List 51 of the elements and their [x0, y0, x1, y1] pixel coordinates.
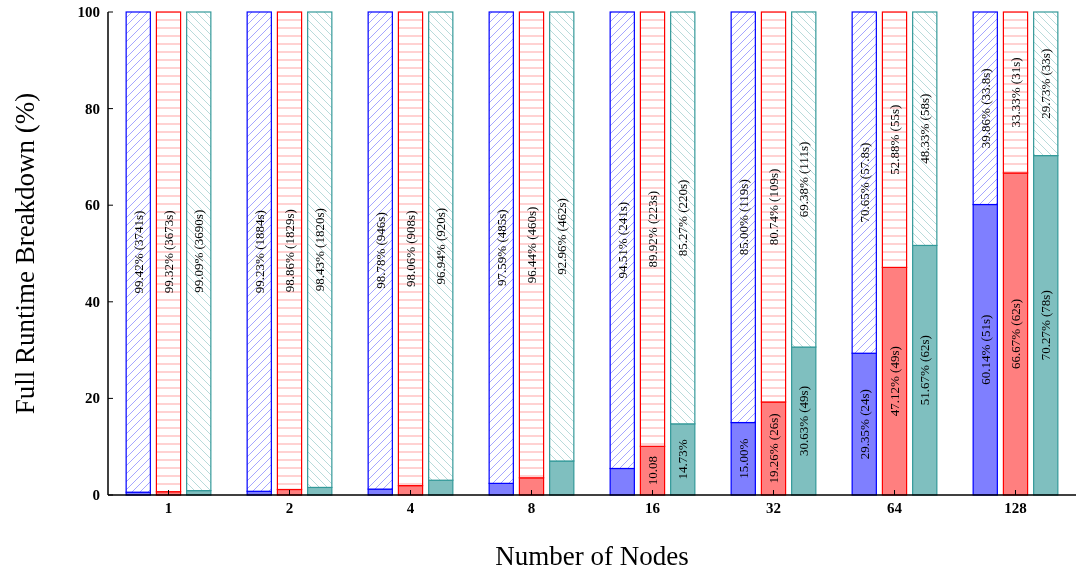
data-label: 94.51% (241s) [614, 201, 630, 279]
y-tick-label: 80 [85, 100, 100, 117]
data-label: 97.59% (485s) [493, 209, 509, 286]
x-tick-label: 64 [887, 500, 903, 516]
data-label: 99.09% (3690s) [191, 209, 207, 293]
data-label: 96.44% (460s) [524, 206, 539, 284]
y-tick-label: 0 [92, 487, 100, 503]
x-tick-label: 1 [164, 500, 173, 516]
data-label: 48.33% (58s) [917, 93, 933, 164]
x-tick-label: 8 [527, 500, 536, 516]
data-label: 69.38% (111s) [796, 141, 812, 218]
data-label: 51.67% (62s) [917, 335, 933, 406]
data-label: 99.32% (3673s) [161, 210, 176, 294]
data-label: 52.88% (55s) [887, 104, 902, 175]
data-label: 89.92% (223s) [645, 190, 660, 268]
data-label: 98.43% (1820s) [312, 208, 328, 292]
x-axis-title: Number of Nodes [495, 541, 689, 571]
data-label: 98.06% (908s) [403, 210, 418, 288]
data-label: 80.74% (109s) [766, 168, 781, 246]
data-label: 98.78% (946s) [372, 212, 388, 289]
data-label: 85.00% (119s) [735, 179, 751, 256]
data-label: 33.33% (31s) [1008, 57, 1023, 128]
y-axis-title: Full Runtime Breakdown (%) [10, 92, 40, 415]
data-label: 96.94% (920s) [433, 207, 449, 285]
data-label: 70.27% (78s) [1038, 290, 1054, 361]
data-label: 99.42% (3741s) [130, 210, 146, 294]
x-tick-label: 2 [285, 500, 294, 516]
y-tick-label: 60 [85, 197, 100, 214]
x-tick-label: 16 [645, 500, 661, 516]
data-label: 47.12% (49s) [887, 346, 902, 417]
data-label: 70.65% (57.8s) [856, 142, 872, 223]
data-label: 15.00% [735, 438, 751, 479]
x-tick-label: 4 [406, 500, 415, 516]
y-tick-label: 100 [77, 4, 100, 20]
data-label: 39.86% (33.8s) [977, 68, 993, 149]
x-tick-label: 32 [766, 500, 781, 516]
data-label: 92.96% (462s) [554, 198, 570, 275]
data-label: 99.23% (1884s) [251, 210, 267, 294]
data-label: 29.73% (33s) [1038, 48, 1054, 119]
data-label: 14.73% [675, 439, 691, 480]
y-tick-label: 20 [85, 390, 100, 407]
data-label: 19.26% (26s) [766, 413, 781, 484]
data-label: 29.35% (24s) [856, 389, 872, 460]
data-label: 66.67% (62s) [1008, 298, 1023, 370]
data-label: 10.08 [645, 456, 660, 486]
data-label: 60.14% (51s) [977, 314, 993, 385]
data-label: 85.27% (220s) [675, 179, 691, 257]
y-tick-label: 40 [85, 293, 100, 310]
data-label: 30.63% (49s) [796, 386, 812, 457]
x-tick-label: 128 [1004, 500, 1027, 516]
data-label: 98.86% (1829s) [282, 209, 297, 293]
